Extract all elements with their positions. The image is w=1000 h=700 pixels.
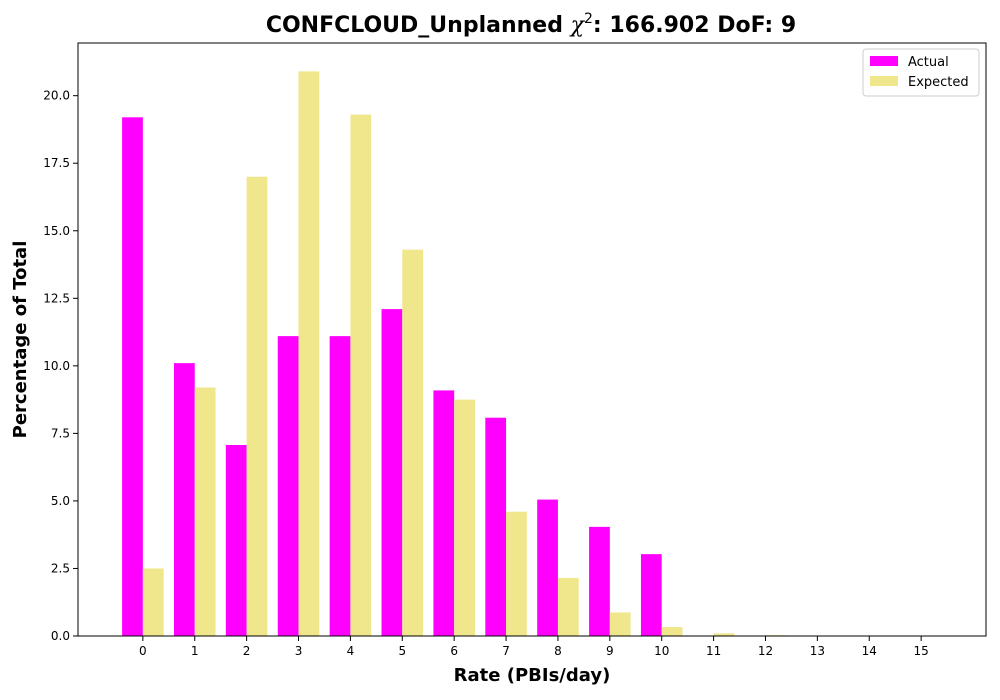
x-tick-label: 0 (139, 644, 147, 658)
legend: Actual Expected (862, 48, 980, 97)
bar-actual-2 (225, 444, 247, 636)
bar-expected-0 (142, 568, 164, 636)
bar-actual-3 (277, 336, 299, 636)
x-tick-label: 10 (654, 644, 669, 658)
x-tick-label: 12 (758, 644, 773, 658)
y-tick-label: 12.5 (43, 291, 70, 305)
x-tick-label: 11 (706, 644, 721, 658)
x-tick-label: 9 (606, 644, 614, 658)
bar-expected-6 (454, 399, 475, 636)
legend-label-expected: Expected (908, 75, 969, 90)
y-tick-label: 5.0 (51, 494, 70, 508)
legend-swatch-expected (870, 76, 898, 86)
x-tick-label: 14 (862, 644, 877, 658)
x-axis: 0 1 2 3 4 5 6 7 8 9 10 11 12 13 14 15 (139, 636, 929, 658)
bar-expected-10 (661, 627, 683, 636)
x-tick-label: 1 (191, 644, 199, 658)
bar-expected-3 (298, 71, 320, 636)
x-tick-label: 6 (450, 644, 458, 658)
bar-actual-0 (122, 117, 143, 637)
bar-actual-7 (485, 417, 507, 636)
bar-expected-11 (713, 633, 735, 636)
x-tick-label: 2 (243, 644, 251, 658)
bar-actual-8 (537, 499, 558, 636)
chart-title: CONFCLOUD_Unplanned χ2: 166.902 DoF: 9 (266, 11, 796, 38)
bars-group (122, 71, 839, 637)
legend-label-actual: Actual (908, 55, 949, 70)
bar-expected-4 (350, 114, 372, 636)
bar-expected-1 (194, 387, 216, 636)
legend-swatch-actual (870, 56, 898, 66)
y-tick-label: 10.0 (43, 359, 70, 373)
bar-expected-9 (609, 612, 631, 636)
bar-actual-5 (381, 309, 403, 636)
x-tick-label: 7 (502, 644, 510, 658)
bar-actual-9 (589, 526, 610, 636)
bar-actual-4 (329, 336, 351, 636)
x-tick-label: 8 (554, 644, 562, 658)
y-tick-label: 0.0 (51, 629, 70, 643)
y-axis-label: Percentage of Total (10, 241, 31, 439)
x-axis-label: Rate (PBIs/day) (454, 665, 611, 686)
y-axis: 0.0 2.5 5.0 7.5 10.0 12.5 15.0 17.5 20.0 (43, 89, 78, 643)
x-tick-label: 3 (295, 644, 303, 658)
x-tick-label: 13 (810, 644, 825, 658)
plot-frame (77, 42, 987, 637)
bar-expected-7 (506, 511, 527, 636)
bar-actual-10 (640, 554, 662, 636)
bar-expected-5 (402, 249, 424, 636)
bar-actual-1 (173, 363, 195, 636)
y-tick-label: 17.5 (43, 156, 70, 170)
y-tick-label: 7.5 (51, 426, 70, 440)
bar-actual-6 (433, 390, 455, 636)
y-tick-label: 15.0 (43, 224, 70, 238)
bar-expected-2 (246, 176, 268, 636)
x-tick-label: 15 (914, 644, 929, 658)
y-tick-label: 2.5 (51, 561, 70, 575)
x-tick-label: 4 (347, 644, 355, 658)
bar-expected-8 (557, 577, 579, 636)
y-tick-label: 20.0 (43, 89, 70, 103)
x-tick-label: 5 (398, 644, 406, 658)
